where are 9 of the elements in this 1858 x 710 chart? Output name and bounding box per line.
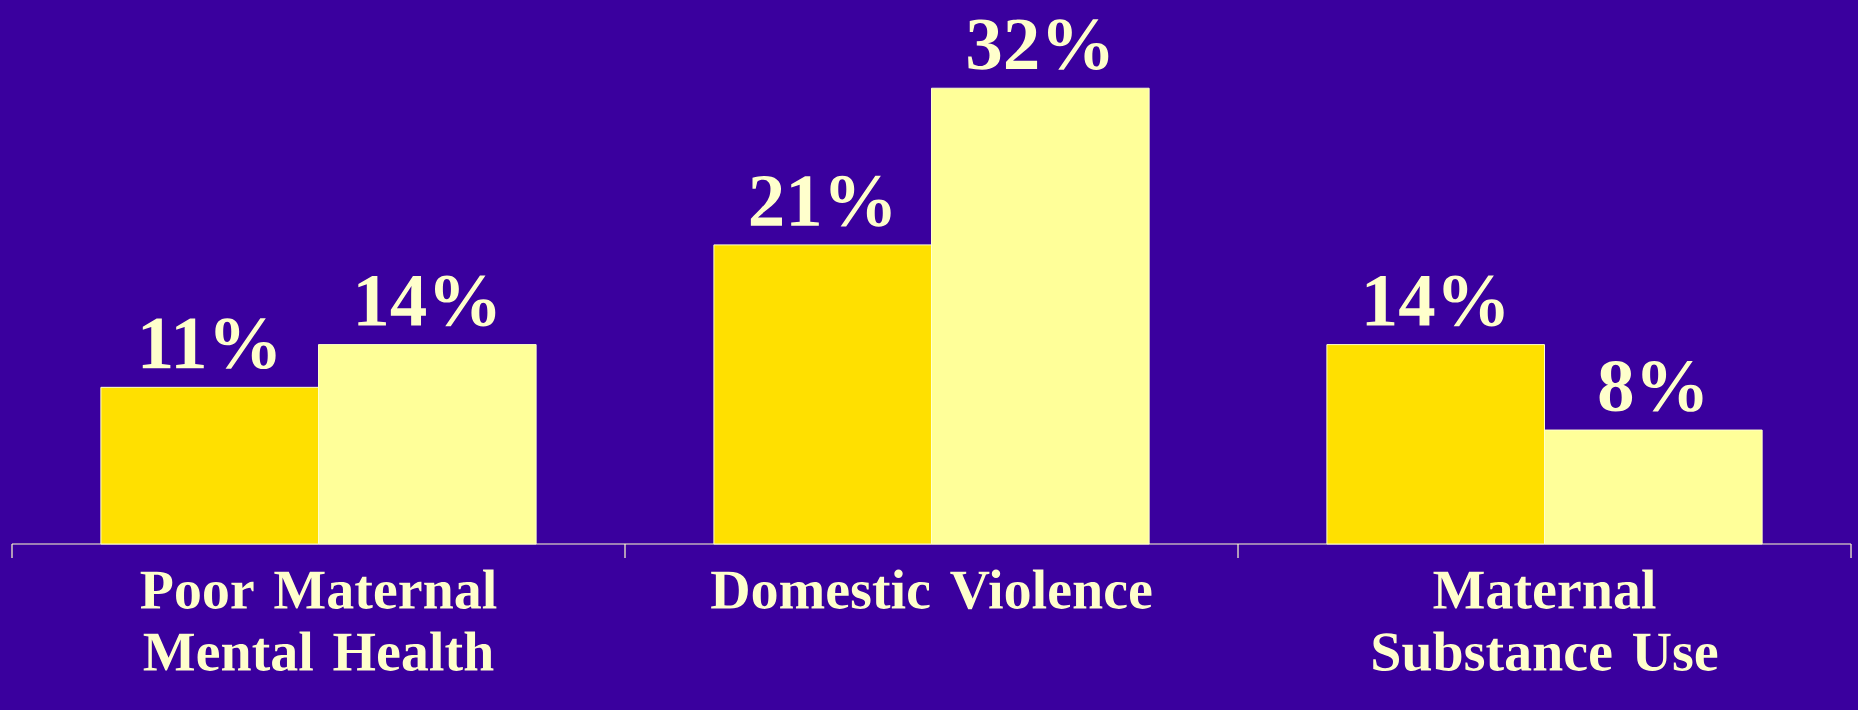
data-label: 14%: [1366, 275, 1504, 327]
data-label: 8%: [1599, 360, 1703, 412]
data-label: 11%: [142, 318, 276, 370]
data-label: 32%: [968, 19, 1109, 71]
x-tick-label: Poor Maternal Mental Health: [140, 569, 497, 671]
data-label: 21%: [750, 175, 891, 227]
data-label: 14%: [358, 275, 496, 327]
x-tick-label: Maternal Substance Use: [1373, 569, 1718, 672]
x-tick-label: Domestic Violence: [711, 569, 1152, 610]
